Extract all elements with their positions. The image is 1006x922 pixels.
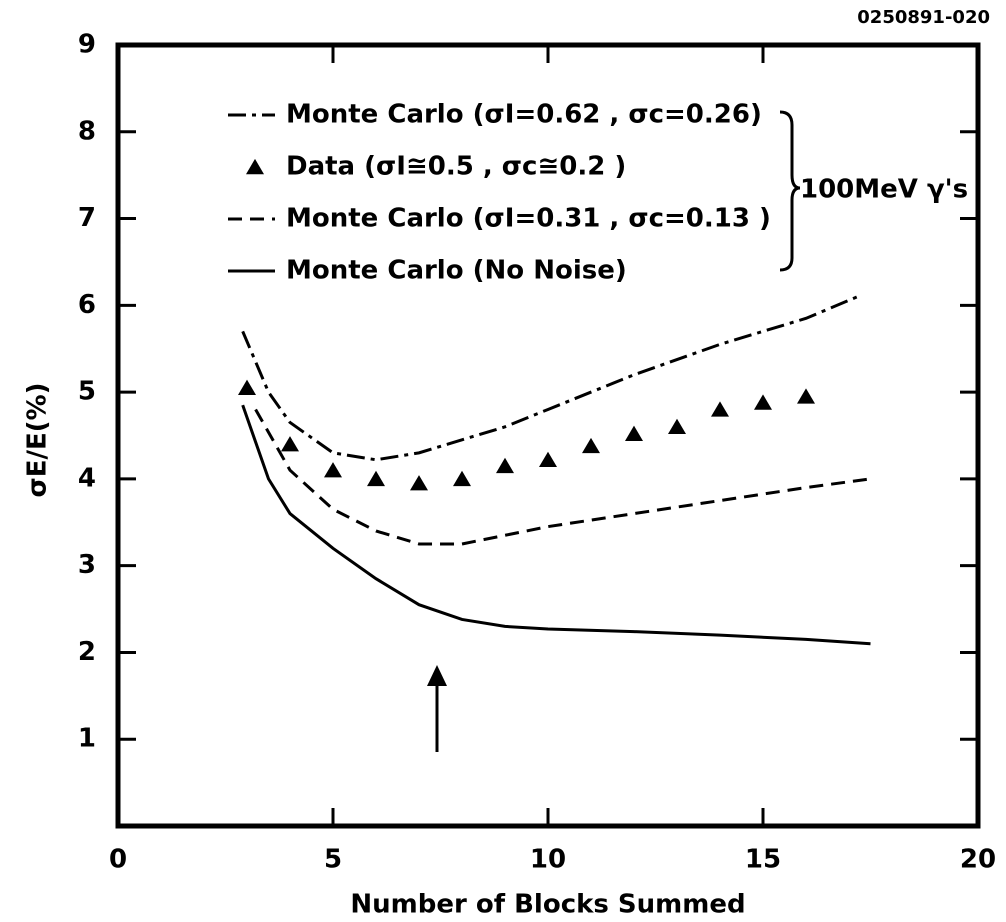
y-tick-label: 9 [78,30,96,60]
legend-label: Monte Carlo (No Noise) [286,256,627,286]
y-tick-label: 1 [78,724,96,754]
data-point [281,436,299,452]
data-point [539,451,557,467]
data-point [754,394,772,410]
y-tick-label: 3 [78,550,96,580]
x-tick-label: 0 [109,845,127,875]
data-point [238,379,256,395]
y-axis-label: σE/E(%) [23,382,53,497]
legend-marker [246,158,264,175]
data-point [625,425,643,441]
annotation: 100MeV γ's [800,175,968,205]
series-line [241,295,859,462]
y-tick-label: 6 [78,290,96,320]
data-point [324,462,342,478]
data-point [496,457,514,474]
x-tick-label: 5 [324,845,342,875]
data-point [367,470,385,487]
data-point [453,470,471,487]
arrow-head [427,665,447,686]
y-tick-label: 4 [78,463,96,493]
y-tick-label: 7 [78,203,96,233]
data-point [668,418,686,435]
series-line [254,408,871,546]
x-tick-label: 10 [530,845,566,875]
series-line [241,404,871,646]
legend-label: Data (σI≅0.5 , σc≅0.2 ) [286,152,626,182]
legend-label: Monte Carlo (σI=0.62 , σc=0.26) [286,100,762,130]
y-tick-label: 8 [78,116,96,146]
x-tick-label: 15 [745,845,781,875]
data-point [582,437,600,454]
data-point [711,401,729,417]
data-point [797,388,815,404]
legend-label: Monte Carlo (σI=0.31 , σc=0.13 ) [286,204,771,234]
legend-brace [779,110,801,272]
data-point [410,475,428,491]
x-axis-label: Number of Blocks Summed [350,890,745,920]
x-tick-label: 20 [960,845,996,875]
y-tick-label: 5 [78,377,96,407]
figure-id: 0250891-020 [857,7,990,28]
y-tick-label: 2 [78,637,96,667]
